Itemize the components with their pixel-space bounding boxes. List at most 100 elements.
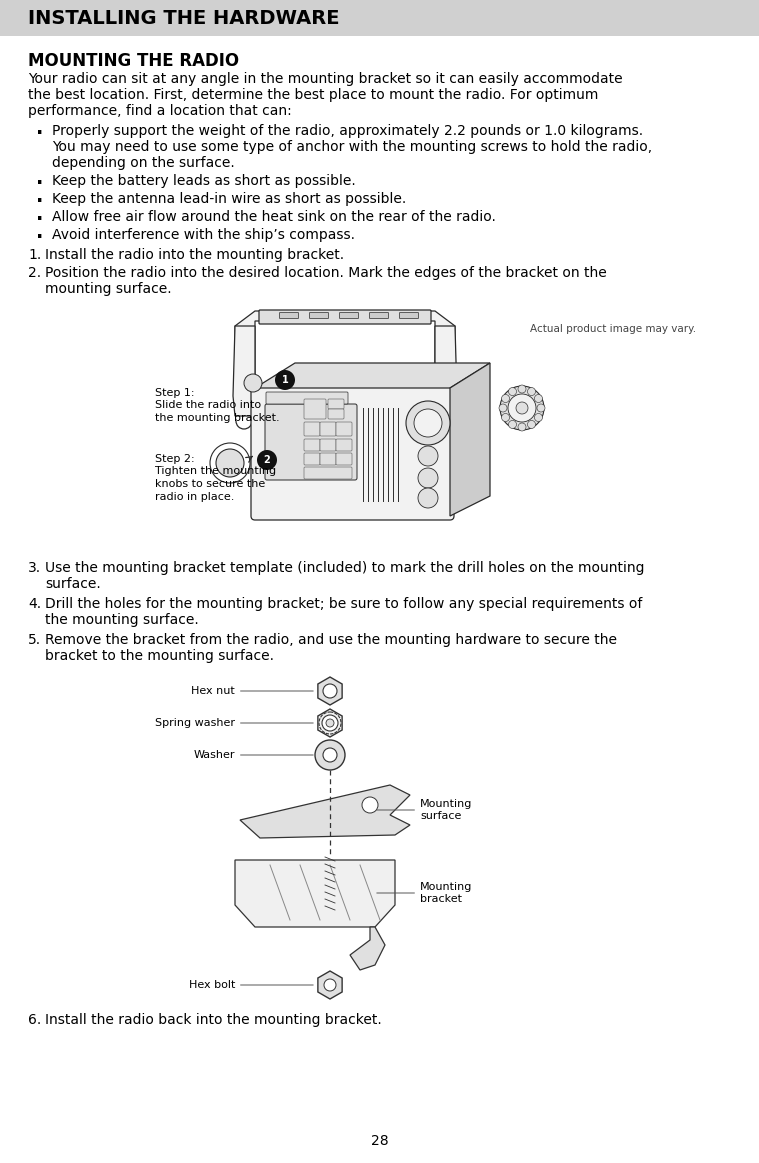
FancyBboxPatch shape [336,422,352,436]
Circle shape [500,386,544,430]
Circle shape [509,387,517,395]
Text: 28: 28 [370,1134,389,1148]
Circle shape [516,402,528,414]
Text: MOUNTING THE RADIO: MOUNTING THE RADIO [28,52,239,70]
Circle shape [534,414,543,421]
Circle shape [537,404,545,412]
FancyBboxPatch shape [320,438,336,451]
Circle shape [528,421,536,428]
FancyBboxPatch shape [304,399,326,419]
FancyBboxPatch shape [320,422,336,436]
Text: ·: · [36,174,43,193]
Polygon shape [318,677,342,705]
Text: Keep the antenna lead-in wire as short as possible.: Keep the antenna lead-in wire as short a… [52,192,406,206]
Circle shape [502,414,509,421]
Circle shape [326,719,334,727]
Text: surface.: surface. [45,577,101,591]
Text: Hex nut: Hex nut [191,686,313,695]
Circle shape [418,445,438,466]
Text: 6.: 6. [28,1013,41,1027]
Text: Keep the battery leads as short as possible.: Keep the battery leads as short as possi… [52,174,356,188]
FancyBboxPatch shape [328,399,344,409]
Text: Properly support the weight of the radio, approximately 2.2 pounds or 1.0 kilogr: Properly support the weight of the radio… [52,124,643,138]
Circle shape [518,385,526,393]
Text: ·: · [36,211,43,229]
Text: depending on the surface.: depending on the surface. [52,156,235,170]
Circle shape [534,394,543,402]
Text: Use the mounting bracket template (included) to mark the drill holes on the moun: Use the mounting bracket template (inclu… [45,561,644,575]
Text: 4.: 4. [28,597,41,611]
Text: Hex bolt: Hex bolt [189,980,313,990]
Text: Mounting
surface: Mounting surface [376,799,472,821]
FancyBboxPatch shape [265,404,357,480]
FancyBboxPatch shape [259,311,431,324]
Circle shape [509,421,517,428]
Text: the best location. First, determine the best place to mount the radio. For optim: the best location. First, determine the … [28,88,598,102]
Circle shape [324,979,336,991]
FancyBboxPatch shape [310,313,329,319]
Text: mounting surface.: mounting surface. [45,281,172,297]
Text: You may need to use some type of anchor with the mounting screws to hold the rad: You may need to use some type of anchor … [52,140,652,154]
Text: INSTALLING THE HARDWARE: INSTALLING THE HARDWARE [28,8,339,28]
FancyBboxPatch shape [320,454,336,465]
Polygon shape [318,709,342,737]
Text: Actual product image may vary.: Actual product image may vary. [530,324,696,334]
Text: ·: · [36,124,43,143]
Circle shape [528,387,536,395]
Text: Washer: Washer [194,750,313,759]
Text: 3.: 3. [28,561,41,575]
Text: Install the radio into the mounting bracket.: Install the radio into the mounting brac… [45,248,344,262]
Text: Slide the radio into
the mounting bracket.: Slide the radio into the mounting bracke… [155,400,279,423]
Polygon shape [240,785,410,839]
Text: Install the radio back into the mounting bracket.: Install the radio back into the mounting… [45,1013,382,1027]
Circle shape [322,715,338,732]
Text: 2.: 2. [28,266,41,280]
FancyBboxPatch shape [339,313,358,319]
Polygon shape [435,326,457,416]
FancyBboxPatch shape [304,454,320,465]
FancyBboxPatch shape [304,438,320,451]
FancyBboxPatch shape [336,438,352,451]
Polygon shape [350,927,385,970]
Text: ·: · [36,192,43,211]
Circle shape [502,394,509,402]
Text: Mounting
bracket: Mounting bracket [376,882,472,904]
FancyBboxPatch shape [266,392,348,404]
Polygon shape [318,971,342,999]
FancyBboxPatch shape [328,409,344,419]
Text: bracket to the mounting surface.: bracket to the mounting surface. [45,649,274,663]
Circle shape [275,370,295,390]
Text: Allow free air flow around the heat sink on the rear of the radio.: Allow free air flow around the heat sink… [52,211,496,224]
Circle shape [257,450,277,470]
FancyBboxPatch shape [0,0,759,36]
Polygon shape [235,311,455,395]
Circle shape [508,394,536,422]
FancyBboxPatch shape [336,454,352,465]
Text: Drill the holes for the mounting bracket; be sure to follow any special requirem: Drill the holes for the mounting bracket… [45,597,642,611]
Circle shape [406,401,450,445]
Text: Step 2:: Step 2: [155,454,194,464]
Text: Your radio can sit at any angle in the mounting bracket so it can easily accommo: Your radio can sit at any angle in the m… [28,72,622,86]
Text: Step 1:: Step 1: [155,388,194,398]
Text: 1.: 1. [28,248,41,262]
Text: Avoid interference with the ship’s compass.: Avoid interference with the ship’s compa… [52,228,355,242]
Text: Remove the bracket from the radio, and use the mounting hardware to secure the: Remove the bracket from the radio, and u… [45,633,617,647]
Polygon shape [233,326,255,416]
Text: the mounting surface.: the mounting surface. [45,613,199,627]
Circle shape [323,748,337,762]
Circle shape [499,404,507,412]
Circle shape [418,488,438,508]
Text: performance, find a location that can:: performance, find a location that can: [28,104,291,117]
FancyBboxPatch shape [304,422,320,436]
Circle shape [362,797,378,813]
Text: Spring washer: Spring washer [155,718,313,728]
Polygon shape [450,363,490,516]
FancyBboxPatch shape [251,384,454,520]
Polygon shape [235,859,395,927]
Circle shape [418,468,438,488]
Text: ·: · [36,228,43,247]
Circle shape [518,423,526,431]
Circle shape [315,740,345,770]
Circle shape [323,684,337,698]
FancyBboxPatch shape [370,313,389,319]
